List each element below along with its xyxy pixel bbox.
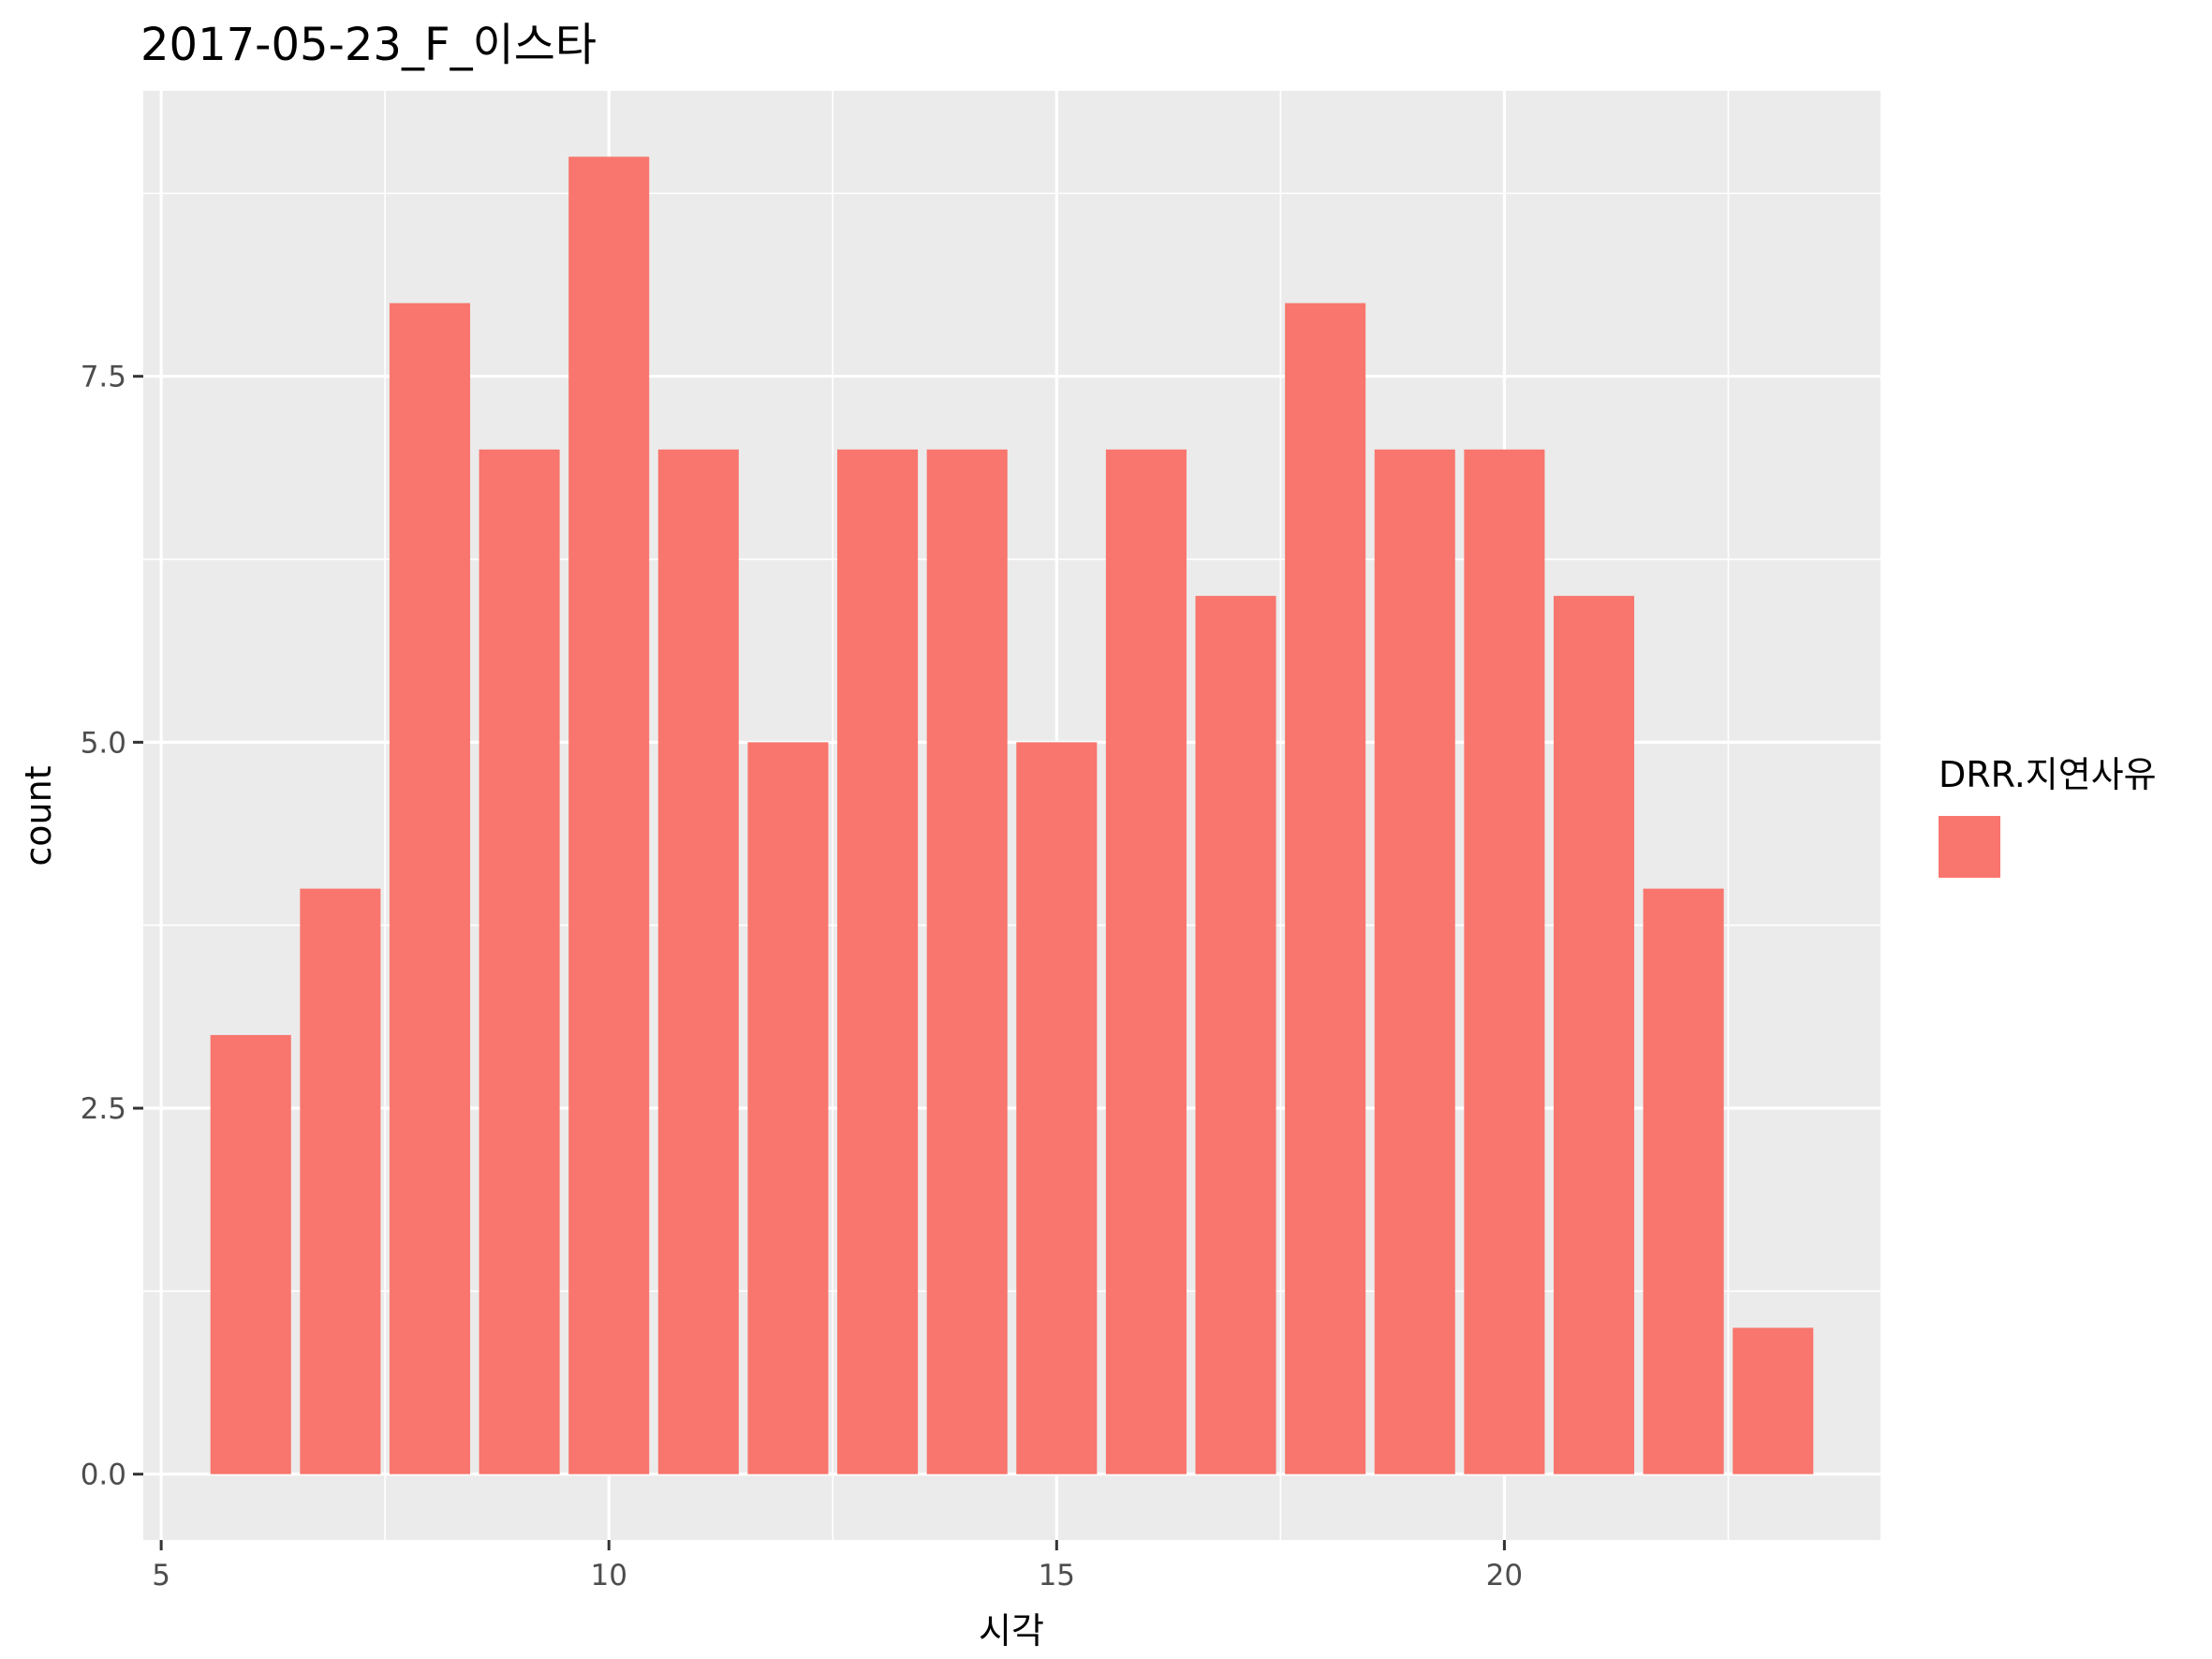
bar <box>479 449 560 1474</box>
x-axis-title: 시각 <box>979 1610 1044 1652</box>
y-tick-label: 0.0 <box>81 1459 126 1492</box>
bar <box>1643 888 1724 1474</box>
bars <box>210 156 1814 1474</box>
x-tick-label: 15 <box>1039 1559 1075 1592</box>
bar <box>1016 742 1098 1474</box>
bar <box>1464 449 1545 1474</box>
chart-title: 2017-05-23_F_이스타 <box>140 19 597 71</box>
bar <box>1285 303 1366 1474</box>
y-axis: 0.0 2.5 5.0 7.5 <box>81 361 143 1492</box>
bar <box>1553 596 1635 1474</box>
y-tick-label: 2.5 <box>81 1092 126 1126</box>
bar <box>747 742 829 1474</box>
x-tick-label: 5 <box>152 1559 170 1592</box>
y-tick-label: 7.5 <box>81 361 126 394</box>
bar <box>210 1034 291 1474</box>
legend-key <box>1939 816 2000 878</box>
x-tick-label: 20 <box>1486 1559 1523 1592</box>
bar <box>657 449 739 1474</box>
bar <box>389 303 471 1474</box>
x-tick-label: 10 <box>590 1559 627 1592</box>
bar <box>1195 596 1276 1474</box>
y-tick-label: 5.0 <box>81 726 126 760</box>
bar <box>926 449 1008 1474</box>
legend-title: DRR.지연사유 <box>1939 754 2157 795</box>
bar <box>568 156 650 1474</box>
bar <box>1374 449 1455 1474</box>
bar <box>837 449 919 1474</box>
y-axis-title: count <box>18 765 59 866</box>
legend: DRR.지연사유 <box>1939 754 2157 878</box>
x-axis: 5 10 15 20 <box>152 1540 1523 1592</box>
bar <box>300 888 381 1474</box>
bar <box>1105 449 1187 1474</box>
bar <box>1733 1327 1814 1474</box>
